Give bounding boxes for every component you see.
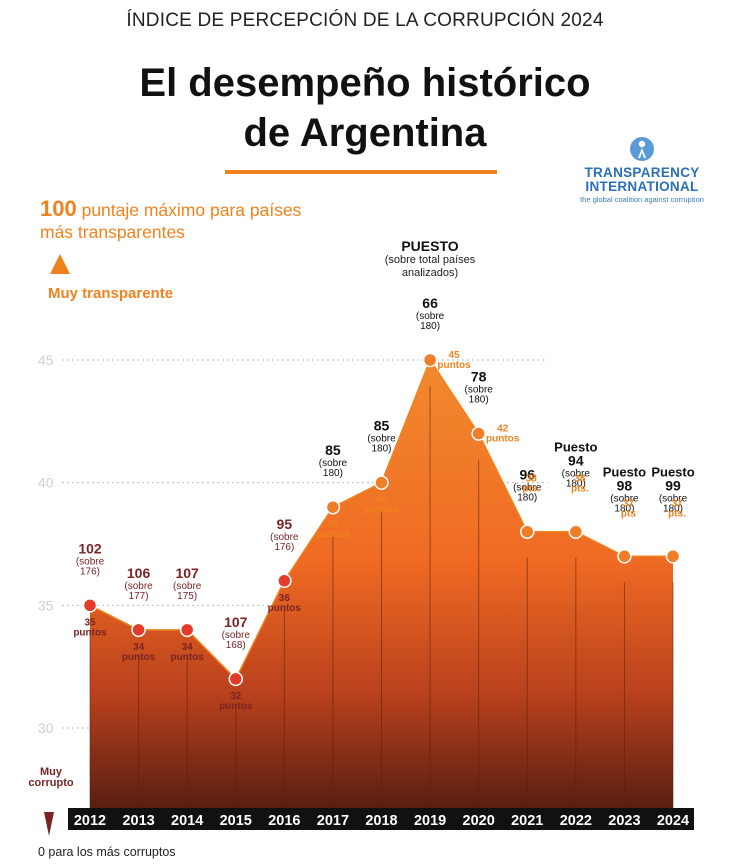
x-tick-label: 2013: [122, 813, 154, 829]
max-score-number: 100: [40, 196, 77, 221]
muy-corrupto-label: Muy corrupto: [26, 767, 76, 789]
rank-value: 107: [175, 565, 199, 581]
data-point: [471, 426, 486, 441]
puesto-legend: PUESTO (sobre total países analizados): [370, 238, 490, 280]
rank-total: (sobre 180): [367, 434, 396, 455]
rank-value: 78: [471, 369, 487, 385]
rank-total: (sobre 180): [513, 483, 542, 504]
score-label: 40 puntos: [365, 495, 399, 516]
x-tick-label: 2022: [560, 813, 592, 829]
globe-icon: [630, 137, 654, 161]
score-label: 34 puntos: [171, 642, 205, 663]
score-label: 36 puntos: [268, 593, 302, 614]
rank-total: (sobre 180): [610, 493, 639, 514]
rank-value: 98: [617, 477, 633, 493]
year-axis-bar: [68, 808, 694, 830]
y-tick-label: 30: [38, 720, 54, 736]
data-point: [665, 549, 681, 564]
up-arrow-icon: [50, 254, 70, 274]
rank-total: (sobre 180): [416, 311, 445, 332]
rank-total: (sobre 168): [222, 630, 251, 651]
score-label: 34 puntos: [122, 642, 156, 663]
down-arrow-icon: [44, 812, 54, 836]
x-tick-label: 2015: [220, 813, 252, 829]
y-tick-label: 45: [38, 352, 54, 368]
rank-prefix: Puesto: [603, 464, 646, 479]
x-tick-label: 2019: [414, 813, 446, 829]
data-point: [325, 499, 341, 515]
rank-value: 85: [374, 418, 390, 434]
rank-value: 106: [127, 565, 151, 581]
rank-total: (sobre 176): [76, 556, 105, 577]
max-score-text-1: puntaje máximo para países: [76, 200, 302, 220]
rank-value: 94: [568, 453, 584, 469]
data-point: [131, 622, 146, 638]
rank-value: 99: [665, 477, 681, 493]
x-tick-label: 2017: [317, 813, 349, 829]
puesto-legend-sub-1: (sobre total países: [384, 254, 476, 266]
score-label: 35 puntos: [73, 617, 107, 638]
x-tick-label: 2018: [365, 813, 397, 829]
rank-value: 107: [224, 614, 248, 630]
x-tick-label: 2024: [657, 813, 689, 829]
score-label: 42 puntos: [486, 424, 520, 445]
logo-tagline: the global coalition against corruption: [580, 195, 704, 204]
logo-name-line-2: INTERNATIONAL: [585, 179, 699, 194]
max-score-text-2: más transparentes: [40, 222, 185, 242]
min-score-note: 0 para los más corruptos: [38, 845, 176, 859]
rank-total: (sobre 175): [173, 581, 202, 602]
data-point: [617, 549, 632, 564]
score-label: 32 puntos: [219, 691, 253, 712]
y-tick-label: 35: [38, 597, 54, 613]
x-tick-label: 2016: [268, 813, 300, 829]
logo-name-line-1: TRANSPARENCY: [584, 165, 700, 180]
score-label: 45 puntos: [437, 350, 471, 371]
title-line-2: de Argentina: [243, 111, 487, 155]
muy-transparente-label: Muy transparente: [48, 285, 174, 302]
data-point: [520, 524, 535, 539]
muy-corrupto-line-2: corrupto: [28, 777, 74, 789]
puesto-legend-sub-2: analizados): [401, 267, 459, 279]
score-label: 37 pts.: [668, 498, 686, 519]
x-tick-label: 2021: [511, 813, 543, 829]
score-label: 38 pts.: [571, 474, 589, 495]
rank-total: (sobre 180): [562, 469, 591, 490]
score-label: 39 puntos: [316, 519, 350, 540]
rank-prefix: Puesto: [554, 440, 597, 455]
rank-total: (sobre 176): [270, 532, 299, 553]
rank-total: (sobre 180): [464, 385, 493, 406]
page-title: El desempeño histórico de Argentina: [0, 58, 730, 158]
data-point: [568, 524, 584, 539]
rank-total: (sobre 180): [319, 458, 348, 479]
rank-value: 66: [422, 295, 438, 311]
rank-value: 85: [325, 442, 341, 458]
rank-prefix: Puesto: [651, 464, 694, 479]
y-tick-label: 40: [38, 475, 54, 491]
x-tick-label: 2012: [74, 813, 106, 829]
rank-value: 102: [78, 540, 102, 556]
data-point: [228, 671, 243, 687]
x-tick-label: 2023: [608, 813, 640, 829]
x-tick-label: 2014: [171, 813, 203, 829]
data-point: [179, 622, 195, 638]
data-point: [374, 475, 389, 490]
supertitle: ÍNDICE DE PERCEPCIÓN DE LA CORRUPCIÓN 20…: [126, 10, 604, 31]
score-label: 38 pts.: [522, 474, 540, 495]
data-point: [82, 598, 98, 613]
data-point: [422, 352, 438, 368]
data-point: [277, 573, 292, 589]
x-tick-label: 2020: [463, 813, 495, 829]
rank-total: (sobre 177): [124, 581, 153, 602]
title-line-1: El desempeño histórico: [139, 61, 591, 105]
score-label: 37 pts: [621, 498, 636, 519]
max-score-note: 100 puntaje máximo para países más trans…: [40, 198, 360, 243]
muy-corrupto-line-1: Muy: [40, 766, 62, 778]
transparency-international-logo: TRANSPARENCY INTERNATIONAL the global co…: [572, 134, 712, 204]
rank-value: 95: [277, 516, 293, 532]
puesto-legend-title: PUESTO: [401, 238, 459, 254]
rank-total: (sobre 180): [659, 493, 688, 514]
rank-value: 96: [519, 467, 535, 483]
title-underline: [225, 170, 497, 174]
